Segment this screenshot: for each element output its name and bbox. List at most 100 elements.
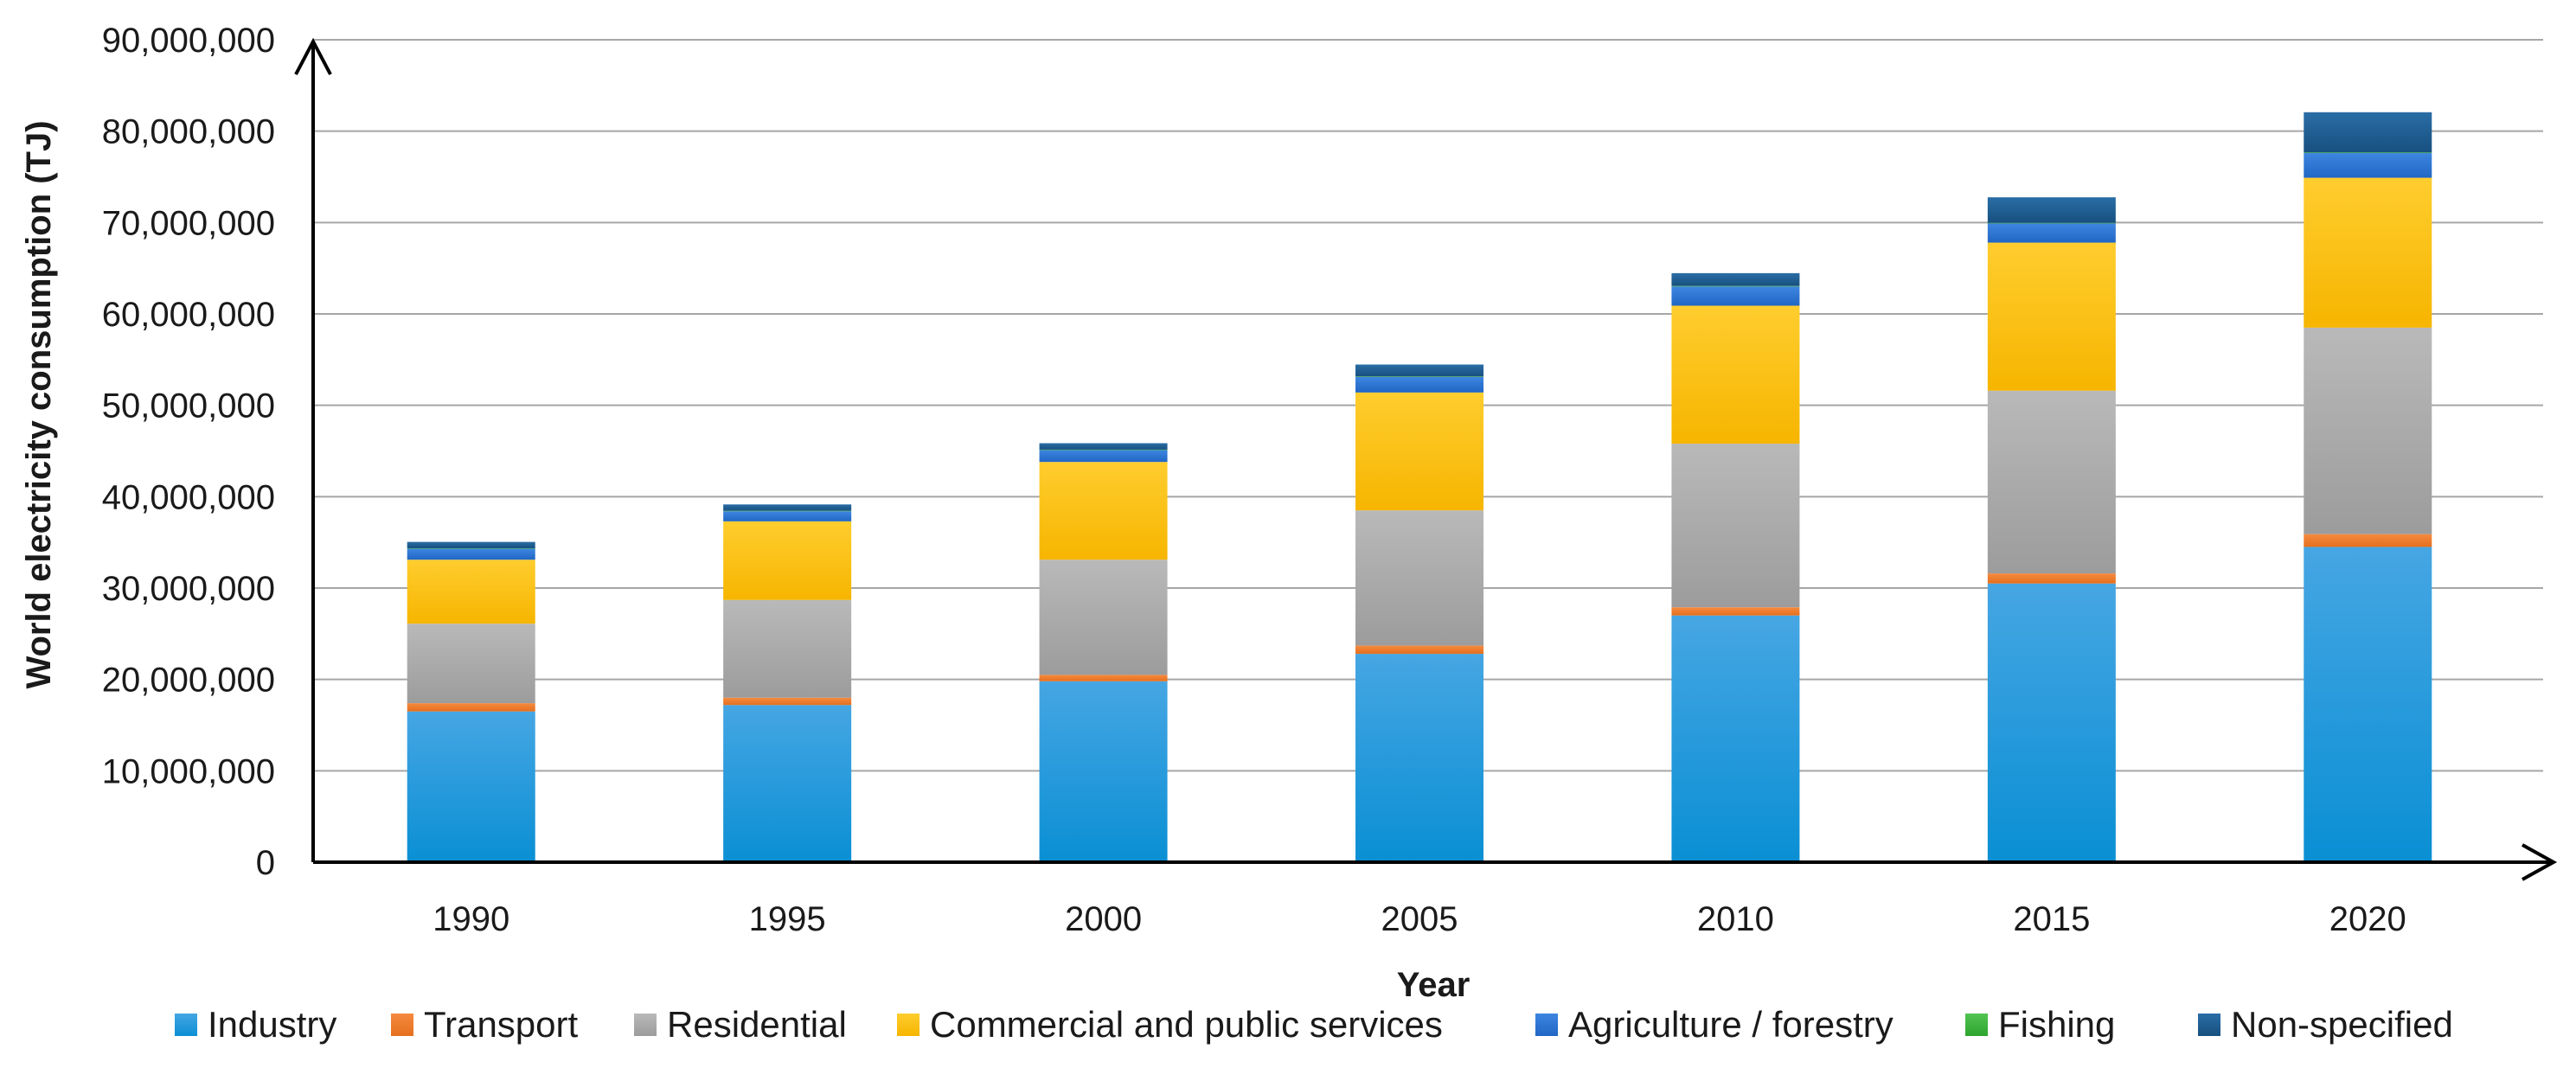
bar-industry-2010 — [1671, 615, 1800, 862]
legend-swatch — [1535, 1014, 1558, 1036]
bar-non-specified-1995 — [723, 504, 852, 511]
bar-stack-2020 — [2304, 112, 2432, 862]
bar-fishing-1990 — [407, 548, 535, 549]
bar-commercial-and-public-services-2020 — [2304, 177, 2432, 328]
bar-transport-2010 — [1671, 607, 1800, 616]
bar-commercial-and-public-services-1995 — [723, 521, 852, 600]
bar-non-specified-2010 — [1671, 272, 1800, 286]
bar-stack-2000 — [1039, 443, 1168, 862]
bar-industry-2000 — [1039, 681, 1168, 862]
legend-item-industry: Industry — [175, 1004, 336, 1045]
legend: Industry Transport Residential Commercial a… — [175, 1004, 2453, 1045]
x-tick-label: 2005 — [1381, 900, 1458, 938]
bar-residential-1990 — [407, 624, 535, 704]
legend-label: Non-specified — [2231, 1004, 2453, 1045]
legend-label: Transport — [424, 1004, 579, 1045]
y-tick-label: 30,000,000 — [102, 570, 275, 608]
bar-stacks — [407, 112, 2432, 862]
legend-item-residential: Residential — [634, 1004, 847, 1045]
y-tick-label: 50,000,000 — [102, 387, 275, 425]
bar-non-specified-1990 — [407, 541, 535, 549]
legend-item-transport: Transport — [391, 1004, 579, 1045]
y-tick-label: 0 — [256, 844, 275, 882]
legend-label: Industry — [208, 1004, 336, 1045]
bar-industry-1990 — [407, 711, 535, 862]
y-tick-label: 10,000,000 — [102, 752, 275, 790]
bar-transport-1995 — [723, 697, 852, 706]
bar-transport-2020 — [2304, 534, 2432, 547]
y-axis-title: World electricity consumption (TJ) — [20, 120, 58, 688]
bar-industry-2020 — [2304, 547, 2432, 862]
bar-residential-2015 — [1987, 390, 2116, 574]
bar-commercial-and-public-services-2005 — [1355, 392, 1483, 511]
bar-residential-2000 — [1039, 560, 1168, 675]
bar-industry-2005 — [1355, 654, 1483, 862]
bar-industry-1995 — [723, 705, 852, 862]
bar-fishing-1995 — [723, 510, 852, 512]
bar-stack-1995 — [723, 504, 852, 862]
axes — [294, 37, 2558, 881]
y-tick-label: 80,000,000 — [102, 113, 275, 151]
x-tick-label: 1990 — [433, 900, 509, 938]
bar-fishing-2010 — [1671, 285, 1800, 287]
y-axis-arrowhead — [294, 37, 332, 75]
bar-commercial-and-public-services-2015 — [1987, 242, 2116, 391]
bar-fishing-2015 — [1987, 222, 2116, 224]
x-tick-label: 2010 — [1697, 900, 1774, 938]
bar-stack-1990 — [407, 541, 535, 862]
bar-agriculture-forestry-2015 — [1987, 223, 2116, 243]
x-axis-arrowhead — [2522, 843, 2558, 881]
bar-transport-2015 — [1987, 573, 2116, 584]
y-tick-label: 90,000,000 — [102, 22, 275, 60]
bar-residential-1995 — [723, 599, 852, 698]
bar-non-specified-2005 — [1355, 364, 1483, 377]
x-tick-label: 2000 — [1065, 900, 1142, 938]
legend-label: Agriculture / forestry — [1568, 1004, 1894, 1045]
legend-swatch — [2198, 1014, 2220, 1036]
bar-transport-2000 — [1039, 675, 1168, 681]
bar-commercial-and-public-services-2000 — [1039, 462, 1168, 560]
legend-label: Residential — [667, 1004, 847, 1045]
bar-stack-2005 — [1355, 364, 1483, 862]
x-tick-label: 1995 — [749, 900, 826, 938]
bar-commercial-and-public-services-2010 — [1671, 305, 1800, 444]
legend-swatch — [175, 1014, 197, 1036]
legend-label: Fishing — [1998, 1004, 2115, 1045]
bar-residential-2005 — [1355, 510, 1483, 646]
legend-swatch — [897, 1014, 920, 1036]
x-tick-labels: 1990 1995 2000 2005 2010 2015 2020 — [433, 900, 2406, 938]
x-tick-label: 2020 — [2329, 900, 2406, 938]
bar-residential-2010 — [1671, 444, 1800, 608]
legend-item-non-specified: Non-specified — [2198, 1004, 2453, 1045]
bar-non-specified-2015 — [1987, 197, 2116, 223]
x-tick-label: 2015 — [2013, 900, 2090, 938]
bar-agriculture-forestry-2000 — [1039, 450, 1168, 463]
bar-agriculture-forestry-2010 — [1671, 286, 1800, 306]
legend-swatch — [634, 1014, 657, 1036]
bar-transport-1990 — [407, 703, 535, 712]
x-axis-title: Year — [1397, 966, 1471, 1004]
y-tick-label: 20,000,000 — [102, 662, 275, 700]
bar-non-specified-2000 — [1039, 443, 1168, 450]
bar-residential-2020 — [2304, 327, 2432, 534]
bar-agriculture-forestry-1990 — [407, 548, 535, 560]
y-tick-label: 70,000,000 — [102, 204, 275, 242]
legend-item-agriculture-forestry: Agriculture / forestry — [1535, 1004, 1894, 1045]
bar-fishing-2020 — [2304, 152, 2432, 154]
bar-agriculture-forestry-1995 — [723, 511, 852, 521]
bar-fishing-2000 — [1039, 449, 1168, 451]
bar-stack-2015 — [1987, 197, 2116, 862]
bar-transport-2005 — [1355, 645, 1483, 655]
y-tick-label: 60,000,000 — [102, 296, 275, 334]
bar-fishing-2005 — [1355, 376, 1483, 377]
legend-item-commercial-and-public-services: Commercial and public services — [897, 1004, 1443, 1045]
bar-non-specified-2020 — [2304, 112, 2432, 153]
bar-industry-2015 — [1987, 583, 2116, 862]
legend-swatch — [391, 1014, 413, 1036]
y-tick-labels: 0 10,000,000 20,000,000 30,000,000 40,000,00… — [102, 22, 275, 882]
legend-swatch — [1965, 1014, 1988, 1036]
bar-agriculture-forestry-2020 — [2304, 153, 2432, 178]
legend-label: Commercial and public services — [930, 1004, 1443, 1045]
y-tick-label: 40,000,000 — [102, 478, 275, 516]
